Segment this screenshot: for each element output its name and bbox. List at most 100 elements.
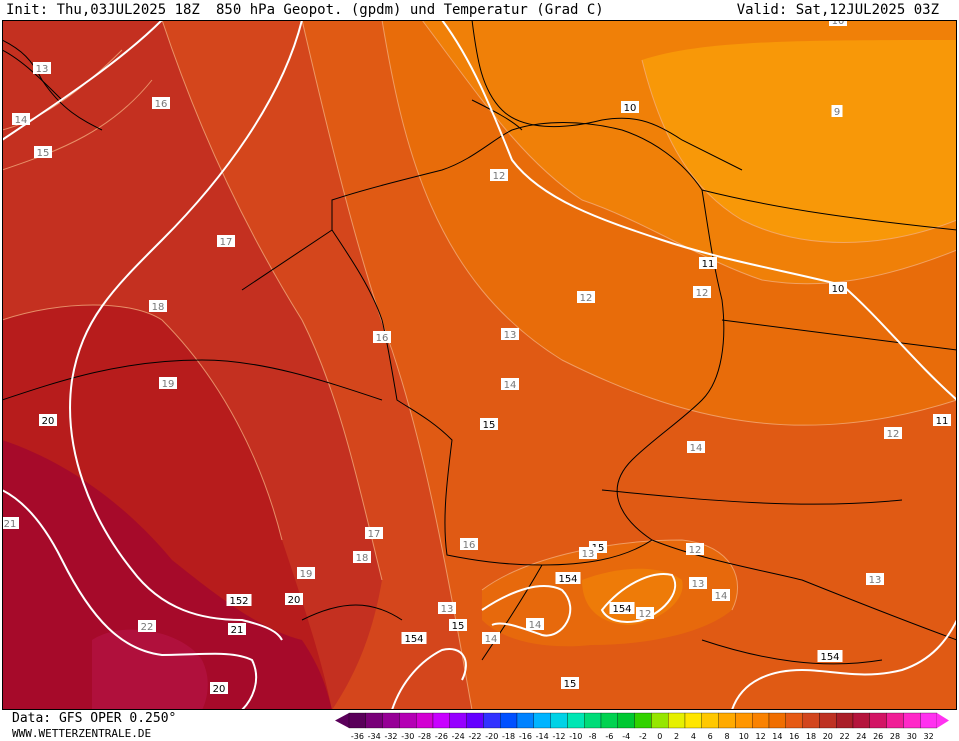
geopotential-label: 154 bbox=[609, 602, 635, 615]
geopotential-label-text: 21 bbox=[231, 625, 244, 636]
scale-swatch bbox=[365, 712, 383, 729]
geopotential-label: 11 bbox=[699, 257, 717, 270]
geopotential-label: 10 bbox=[829, 282, 847, 295]
temperature-label: 13 bbox=[579, 547, 597, 560]
temperature-label: 12 bbox=[490, 169, 508, 182]
scale-tick-label: 6 bbox=[708, 732, 713, 741]
scale-tick-label: -20 bbox=[485, 732, 498, 741]
scale-swatch bbox=[516, 712, 534, 729]
temperature-label-text: 16 bbox=[155, 99, 168, 110]
scale-swatch bbox=[920, 712, 938, 729]
scale-tick-label: 8 bbox=[724, 732, 729, 741]
temperature-label-text: 14 bbox=[690, 443, 703, 454]
temperature-label: 12 bbox=[636, 607, 654, 620]
geopotential-label-text: 154 bbox=[404, 634, 423, 645]
scale-tick-label: 28 bbox=[890, 732, 900, 741]
temperature-label-text: 14 bbox=[485, 634, 498, 645]
geopotential-label-text: 20 bbox=[213, 684, 226, 695]
geopotential-lines bbox=[2, 20, 957, 710]
scale-swatch bbox=[382, 712, 400, 729]
scale-swatch bbox=[785, 712, 803, 729]
scale-tick-label: 14 bbox=[772, 732, 782, 741]
scale-swatch bbox=[500, 712, 518, 729]
temperature-label: 22 bbox=[138, 620, 156, 633]
geopotential-label: 20 bbox=[285, 593, 303, 606]
temp-zone-20 bbox=[2, 440, 332, 710]
geopotential-label-text: 10 bbox=[832, 284, 845, 295]
scale-swatch bbox=[399, 712, 417, 729]
temperature-label-text: 17 bbox=[220, 237, 233, 248]
temperature-label: 12 bbox=[693, 286, 711, 299]
temperature-label-text: 14 bbox=[15, 115, 28, 126]
geopotential-label-layer: 10 11 10 11 152 154 154 154 154 15 15 15 20 20 20 21 15 bbox=[39, 101, 951, 695]
footer-bar: Data: GFS OPER 0.250° WWW.WETTERZENTRALE… bbox=[0, 710, 959, 741]
scale-swatch bbox=[651, 712, 669, 729]
scale-swatch bbox=[752, 712, 770, 729]
geopotential-label-text: 20 bbox=[288, 595, 301, 606]
geopotential-label: 15 bbox=[449, 619, 467, 632]
temperature-label: 19 bbox=[159, 377, 177, 390]
scale-tick-label: -28 bbox=[418, 732, 431, 741]
temperature-label: 16 bbox=[373, 331, 391, 344]
scale-swatch bbox=[701, 712, 719, 729]
scale-tick-label: -26 bbox=[435, 732, 448, 741]
scale-swatch bbox=[348, 712, 366, 729]
scale-swatch bbox=[903, 712, 921, 729]
temperature-label-text: 12 bbox=[887, 429, 900, 440]
temperature-label-text: 19 bbox=[300, 569, 313, 580]
temperature-label: 14 bbox=[526, 618, 544, 631]
temp-zone-9 bbox=[642, 40, 957, 243]
scale-tick-label: -12 bbox=[552, 732, 565, 741]
scale-swatch bbox=[449, 712, 467, 729]
scale-tick-label: 0 bbox=[657, 732, 662, 741]
temperature-label: 17 bbox=[217, 235, 235, 248]
init-time: Init: Thu,03JUL2025 18Z bbox=[6, 2, 200, 18]
scale-swatch bbox=[567, 712, 585, 729]
scale-tick-label: -32 bbox=[384, 732, 397, 741]
temperature-label-layer: 13 14 15 16 17 18 19 21 22 16 17 18 19 16 12 12 12 13 14 14… bbox=[2, 20, 902, 645]
geopotential-label: 15 bbox=[561, 677, 579, 690]
temperature-label: 16 bbox=[460, 538, 478, 551]
scale-swatch bbox=[634, 712, 652, 729]
temperature-label-text: 12 bbox=[493, 171, 506, 182]
scale-swatch bbox=[819, 712, 837, 729]
scale-left-arrow bbox=[335, 713, 349, 728]
scale-swatch bbox=[600, 712, 618, 729]
geopotential-label-text: 11 bbox=[936, 416, 949, 427]
scale-swatch bbox=[466, 712, 484, 729]
temperature-label-text: 15 bbox=[37, 148, 50, 159]
temperature-label: 9 bbox=[831, 105, 843, 118]
temperature-label-text: 18 bbox=[356, 553, 369, 564]
temperature-label: 21 bbox=[2, 517, 19, 530]
temperature-label-text: 10 bbox=[832, 20, 845, 27]
scale-tick-label: -30 bbox=[401, 732, 414, 741]
scale-tick-label: -18 bbox=[502, 732, 515, 741]
temperature-label: 12 bbox=[686, 543, 704, 556]
temperature-label: 14 bbox=[712, 589, 730, 602]
temperature-label: 14 bbox=[12, 113, 30, 126]
temperature-label-text: 12 bbox=[639, 609, 652, 620]
geopotential-label: 152 bbox=[226, 594, 252, 607]
scale-tick-label: -2 bbox=[639, 732, 647, 741]
scale-swatch bbox=[533, 712, 551, 729]
geopotential-label-text: 154 bbox=[558, 574, 577, 585]
scale-tick-label: -34 bbox=[368, 732, 381, 741]
scale-tick-label: -10 bbox=[569, 732, 582, 741]
geopotential-label-text: 20 bbox=[42, 416, 55, 427]
temperature-label: 17 bbox=[365, 527, 383, 540]
temperature-label-text: 14 bbox=[715, 591, 728, 602]
scale-tick-label: 30 bbox=[907, 732, 917, 741]
temperature-label-text: 13 bbox=[692, 579, 705, 590]
temperature-label-text: 22 bbox=[141, 622, 154, 633]
scale-swatch bbox=[735, 712, 753, 729]
temperature-label-text: 16 bbox=[463, 540, 476, 551]
header-bar: Init: Thu,03JUL2025 18Z 850 hPa Geopot. … bbox=[0, 0, 959, 20]
scale-swatch bbox=[684, 712, 702, 729]
weather-map: 101110111521541541541541515152020202115 … bbox=[2, 20, 957, 710]
temperature-label-text: 12 bbox=[696, 288, 709, 299]
geopotential-label-text: 11 bbox=[702, 259, 715, 270]
geopotential-label: 154 bbox=[555, 572, 581, 585]
isotherm-lines bbox=[2, 20, 957, 710]
temperature-label: 15 bbox=[34, 146, 52, 159]
scale-tick-label: 18 bbox=[806, 732, 816, 741]
